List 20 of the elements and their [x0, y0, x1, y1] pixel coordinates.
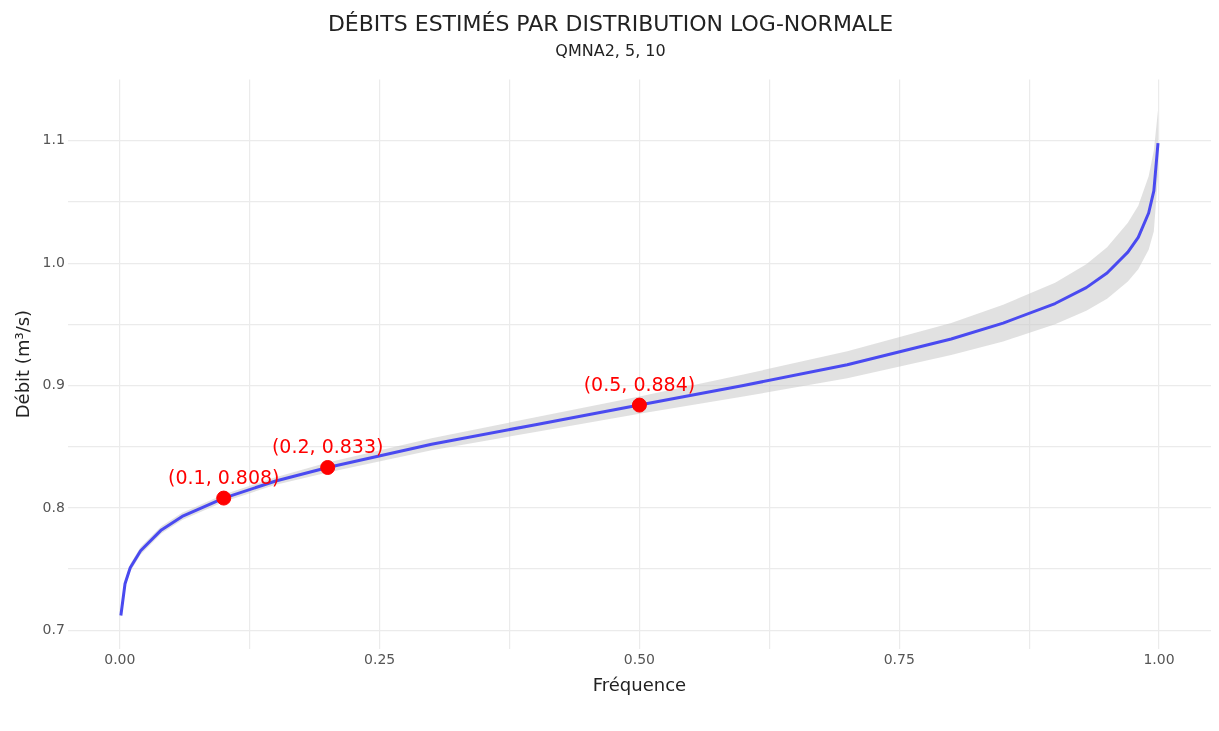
y-tick-label: 0.7	[42, 620, 65, 637]
point	[631, 397, 647, 413]
y-tick-label: 0.8	[42, 498, 65, 515]
chart-subtitle: QMNA2, 5, 10	[555, 41, 666, 61]
x-tick-label: 0.25	[364, 650, 396, 667]
point	[320, 460, 336, 475]
y-tick-label: 1.1	[42, 131, 65, 148]
data-label: (0.2, 0.833)	[271, 434, 384, 457]
data-label: (0.1, 0.808)	[167, 465, 280, 488]
x-axis-title: Fréquence	[592, 673, 687, 695]
x-tick-label: 0.00	[104, 650, 136, 667]
x-tick-label: 1.00	[1143, 650, 1175, 667]
y-tick-label: 0.9	[42, 376, 65, 393]
y-axis-title: Débit (m³/s)	[12, 309, 34, 419]
chart-title: DÉBITS ESTIMÉS PAR DISTRIBUTION LOG-NORMALE	[327, 10, 894, 36]
data-label: (0.5, 0.884)	[583, 372, 696, 395]
x-tick-label: 0.50	[623, 650, 656, 667]
y-tick-label: 1.0	[42, 253, 65, 270]
point	[216, 490, 232, 506]
x-tick-label: 0.75	[883, 650, 915, 667]
